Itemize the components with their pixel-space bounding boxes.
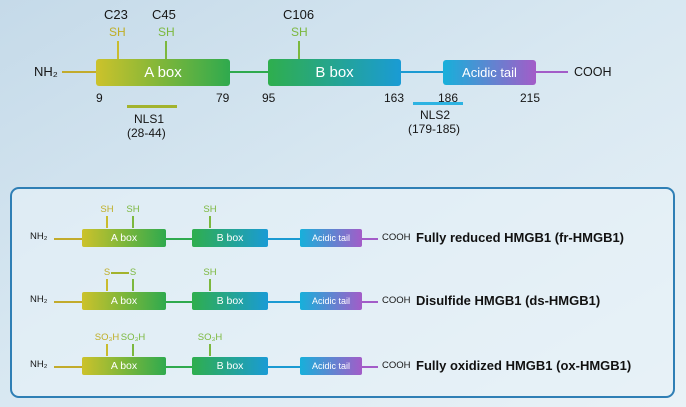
backbone-segment [62,71,96,73]
n-terminus-label: NH₂ [30,231,48,242]
group-stem-line [106,216,108,228]
backbone-segment [362,301,378,303]
thiol-group: SH [203,204,217,215]
nls1-range: (28-44) [127,126,166,140]
thiol-group: SH [126,204,140,215]
group-stem-line [132,216,134,228]
backbone-segment [268,301,300,303]
sulfur-atom: S [103,267,111,278]
acidic-tail-domain: Acidic tail [300,229,362,247]
c45-stem-line [165,41,167,59]
c23-stem-line [117,41,119,59]
b-box-domain: B box [268,59,401,86]
a-box-domain: A box [82,229,166,247]
backbone-segment [401,71,443,73]
acidic-tail-domain: Acidic tail [300,357,362,375]
variant-row-disulfide: S S SH NH₂ A box B box Acidic tail COOH … [14,261,674,319]
residue-number-186: 186 [438,91,459,105]
thiol-group: SH [203,267,217,278]
nls1-underline [127,105,177,108]
sulfonyl-group: SO₃H [120,332,146,343]
sulfur-atom: S [129,267,137,278]
variant-name: Fully oxidized HMGB1 (ox-HMGB1) [416,358,632,373]
b-box-domain: B box [192,229,268,247]
cysteine-c106-label: C106 [283,7,315,22]
backbone-segment [54,366,82,368]
acidic-tail-domain: Acidic tail [443,60,536,85]
c106-stem-line [298,41,300,59]
b-box-domain: B box [192,357,268,375]
n-terminus-label: NH₂ [34,64,58,79]
nls2-range: (179-185) [408,122,461,136]
group-stem-line [132,279,134,291]
c-terminus-label: COOH [574,65,612,79]
backbone-segment [362,366,378,368]
cysteine-c45-label: C45 [152,7,176,22]
nls2-underline [413,102,463,105]
backbone-segment [268,366,300,368]
residue-number-9: 9 [96,91,103,105]
variant-name: Fully reduced HMGB1 (fr-HMGB1) [416,230,625,245]
group-stem-line [106,344,108,356]
variant-name: Disulfide HMGB1 (ds-HMGB1) [416,293,601,308]
residue-number-163: 163 [384,91,405,105]
c-terminus-label: COOH [382,232,411,243]
backbone-segment [54,301,82,303]
group-stem-line [209,279,211,291]
group-stem-line [209,344,211,356]
residue-number-95: 95 [262,91,276,105]
variant-row-fully-reduced: SH SH SH NH₂ A box B box Acidic tail COO… [14,198,674,256]
n-terminus-label: NH₂ [30,359,48,370]
nls2-label: NLS2 [420,108,451,122]
c23-sh-group: SH [109,25,126,39]
backbone-segment [166,366,192,368]
a-box-domain: A box [96,59,230,86]
sulfonyl-group: SO₃H [94,332,120,343]
backbone-segment [230,71,268,73]
backbone-segment [54,238,82,240]
disulfide-bond-line [111,272,129,274]
variant-row-fully-oxidized: SO₃H SO₃H SO₃H NH₂ A box B box Acidic ta… [14,326,674,384]
thiol-group: SH [100,204,114,215]
c45-sh-group: SH [158,25,175,39]
a-box-domain: A box [82,357,166,375]
c106-sh-group: SH [291,25,308,39]
backbone-segment [166,238,192,240]
residue-number-79: 79 [216,91,230,105]
backbone-segment [536,71,568,73]
backbone-segment [268,238,300,240]
cysteine-c23-label: C23 [104,7,128,22]
residue-number-215: 215 [520,91,541,105]
nls1-label: NLS1 [134,112,165,126]
group-stem-line [132,344,134,356]
group-stem-line [106,279,108,291]
backbone-segment [166,301,192,303]
backbone-segment [362,238,378,240]
b-box-domain: B box [192,292,268,310]
a-box-domain: A box [82,292,166,310]
n-terminus-label: NH₂ [30,294,48,305]
c-terminus-label: COOH [382,360,411,371]
group-stem-line [209,216,211,228]
sulfonyl-group: SO₃H [197,332,223,343]
c-terminus-label: COOH [382,295,411,306]
acidic-tail-domain: Acidic tail [300,292,362,310]
